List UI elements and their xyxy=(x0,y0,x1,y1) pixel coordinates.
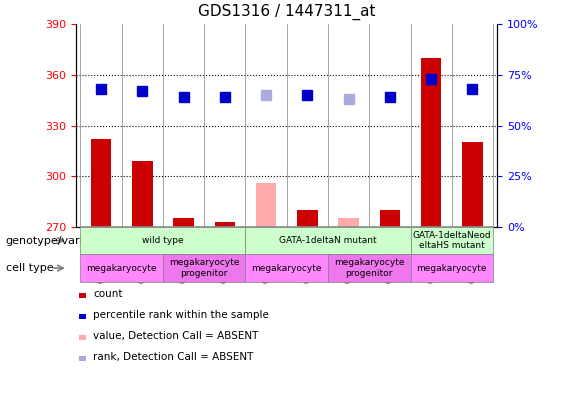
Bar xyxy=(421,58,441,227)
Text: megakaryocyte: megakaryocyte xyxy=(86,264,157,273)
Bar xyxy=(91,139,111,227)
Text: GATA-1deltaNeod
eltaHS mutant: GATA-1deltaNeod eltaHS mutant xyxy=(412,231,491,250)
Title: GDS1316 / 1447311_at: GDS1316 / 1447311_at xyxy=(198,4,376,20)
Bar xyxy=(132,161,153,227)
Text: genotype/variation: genotype/variation xyxy=(6,236,112,245)
Text: wild type: wild type xyxy=(142,236,184,245)
Text: megakaryocyte
progenitor: megakaryocyte progenitor xyxy=(334,258,405,278)
Bar xyxy=(297,210,318,227)
Text: percentile rank within the sample: percentile rank within the sample xyxy=(93,310,269,320)
Bar xyxy=(338,218,359,227)
Bar xyxy=(462,143,483,227)
Text: count: count xyxy=(93,289,123,299)
Bar xyxy=(256,183,276,227)
Bar xyxy=(215,222,235,227)
Bar xyxy=(380,210,400,227)
Text: rank, Detection Call = ABSENT: rank, Detection Call = ABSENT xyxy=(93,352,254,362)
Text: GATA-1deltaN mutant: GATA-1deltaN mutant xyxy=(279,236,377,245)
Bar xyxy=(173,218,194,227)
Text: cell type: cell type xyxy=(6,263,53,273)
Text: value, Detection Call = ABSENT: value, Detection Call = ABSENT xyxy=(93,331,259,341)
Text: megakaryocyte
progenitor: megakaryocyte progenitor xyxy=(169,258,240,278)
Text: megakaryocyte: megakaryocyte xyxy=(251,264,322,273)
Text: megakaryocyte: megakaryocyte xyxy=(416,264,487,273)
